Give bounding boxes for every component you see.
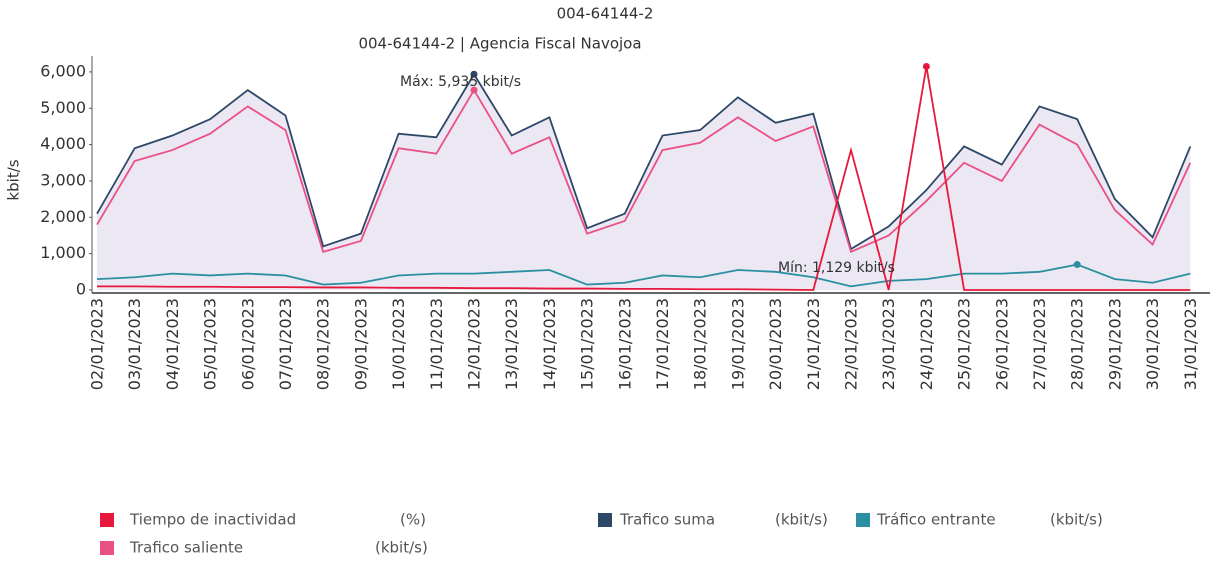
legend-label: Trafico suma [619, 511, 715, 529]
x-tick-label: 20/01/2023 [766, 298, 785, 390]
line [97, 66, 1191, 291]
x-tick-label: 04/01/2023 [163, 298, 182, 390]
legend-swatch [100, 541, 114, 555]
x-tick-label: 11/01/2023 [427, 298, 446, 390]
x-tick-label: 29/01/2023 [1105, 298, 1124, 390]
x-tick-label: 12/01/2023 [465, 298, 484, 390]
legend-swatch [856, 513, 870, 527]
x-tick-label: 21/01/2023 [804, 298, 823, 390]
line [96, 88, 1192, 254]
x-tick-label: 18/01/2023 [691, 298, 710, 390]
max-point [470, 70, 478, 78]
x-tick-label: 13/01/2023 [502, 298, 521, 390]
chart-subtitle: 004-64144-2 | Agencia Fiscal Navojoa [358, 35, 641, 53]
x-tick-label: 28/01/2023 [1068, 298, 1087, 390]
legend-label: Tiempo de inactividad [129, 511, 296, 529]
y-tick-label: 3,000 [40, 170, 86, 189]
x-tick-label: 06/01/2023 [238, 298, 257, 390]
legend-unit: (%) [400, 511, 426, 529]
x-tick-label: 26/01/2023 [992, 298, 1011, 390]
legend-unit: (kbit/s) [1050, 511, 1103, 529]
legend-swatch [598, 513, 612, 527]
x-tick-label: 16/01/2023 [615, 298, 634, 390]
x-tick-label: 25/01/2023 [955, 298, 974, 390]
y-tick-label: 2,000 [40, 207, 86, 226]
annotation: Máx: 5,935 kbit/s [400, 74, 521, 90]
x-tick-label: 17/01/2023 [653, 298, 672, 390]
max-point [1073, 261, 1081, 269]
area [97, 74, 1191, 291]
y-axis-label: kbit/s [5, 159, 23, 200]
x-tick-label: 02/01/2023 [88, 298, 107, 390]
chart-title: 004-64144-2 [557, 5, 654, 23]
x-tick-label: 08/01/2023 [314, 298, 333, 390]
x-tick-label: 10/01/2023 [389, 298, 408, 390]
line [96, 72, 1192, 251]
max-point [470, 86, 478, 94]
y-tick-label: 6,000 [40, 61, 86, 80]
legend-label: Tráfico entrante [876, 511, 996, 529]
line [96, 263, 1191, 288]
y-tick-label: 1,000 [40, 243, 86, 262]
annotation: Mín: 1,129 kbit/s [778, 260, 895, 276]
legend-unit: (kbit/s) [775, 511, 828, 529]
y-tick-label: 4,000 [40, 134, 86, 153]
legend-label: Trafico saliente [129, 539, 243, 557]
x-tick-label: 07/01/2023 [276, 298, 295, 390]
x-tick-label: 19/01/2023 [728, 298, 747, 390]
x-tick-label: 27/01/2023 [1030, 298, 1049, 390]
x-tick-label: 24/01/2023 [917, 298, 936, 390]
x-tick-label: 09/01/2023 [351, 298, 370, 390]
x-tick-label: 14/01/2023 [540, 298, 559, 390]
x-tick-label: 23/01/2023 [879, 298, 898, 390]
y-tick-label: 5,000 [40, 98, 86, 117]
x-tick-label: 22/01/2023 [842, 298, 861, 390]
x-tick-label: 31/01/2023 [1181, 298, 1200, 390]
x-tick-label: 03/01/2023 [125, 298, 144, 390]
max-point [922, 62, 930, 70]
x-tick-label: 05/01/2023 [201, 298, 220, 390]
x-tick-label: 15/01/2023 [578, 298, 597, 390]
legend-unit: (kbit/s) [375, 539, 428, 557]
legend-swatch [100, 513, 114, 527]
x-tick-label: 30/01/2023 [1143, 298, 1162, 390]
y-tick-label: 0 [76, 280, 86, 299]
